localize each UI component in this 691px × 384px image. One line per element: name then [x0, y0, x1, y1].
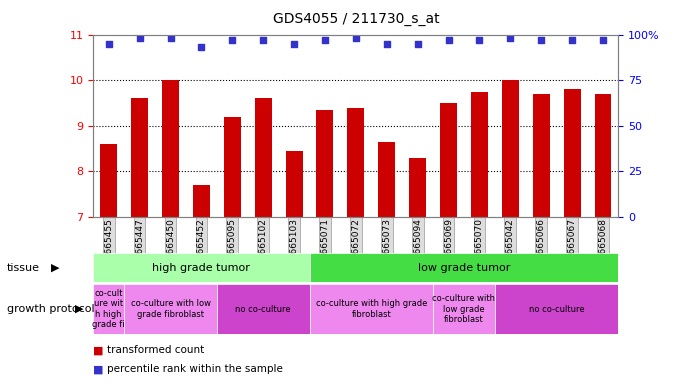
Bar: [224, 117, 240, 217]
Point: [443, 37, 454, 43]
Bar: [255, 98, 272, 217]
Bar: [495, 284, 618, 334]
Point: [165, 35, 176, 41]
Text: no co-culture: no co-culture: [529, 305, 585, 314]
Text: co-culture with
low grade
fibroblast: co-culture with low grade fibroblast: [433, 294, 495, 324]
Bar: [217, 284, 310, 334]
Text: ■: ■: [93, 345, 104, 355]
Point: [258, 37, 269, 43]
Bar: [124, 284, 217, 334]
Text: ■: ■: [93, 364, 104, 374]
Text: transformed count: transformed count: [107, 345, 205, 355]
Point: [505, 35, 516, 41]
Text: co-cult
ure wit
h high
grade fi: co-cult ure wit h high grade fi: [93, 289, 125, 329]
Bar: [93, 253, 310, 282]
Point: [474, 37, 485, 43]
Bar: [378, 142, 395, 217]
Bar: [93, 284, 124, 334]
Text: co-culture with high grade
fibroblast: co-culture with high grade fibroblast: [316, 300, 427, 319]
Point: [319, 37, 330, 43]
Point: [381, 41, 392, 47]
Bar: [433, 284, 495, 334]
Text: no co-culture: no co-culture: [236, 305, 291, 314]
Text: tissue: tissue: [7, 263, 40, 273]
Bar: [533, 94, 550, 217]
Point: [289, 41, 300, 47]
Bar: [348, 108, 364, 217]
Point: [196, 44, 207, 50]
Bar: [131, 98, 148, 217]
Point: [134, 35, 145, 41]
Point: [567, 37, 578, 43]
Bar: [471, 91, 488, 217]
Text: growth protocol: growth protocol: [7, 304, 95, 314]
Point: [412, 41, 423, 47]
Point: [103, 41, 114, 47]
Bar: [162, 80, 179, 217]
Bar: [310, 284, 433, 334]
Bar: [193, 185, 210, 217]
Text: GDS4055 / 211730_s_at: GDS4055 / 211730_s_at: [272, 12, 439, 25]
Text: percentile rank within the sample: percentile rank within the sample: [107, 364, 283, 374]
Text: ▶: ▶: [51, 263, 59, 273]
Bar: [594, 94, 612, 217]
Bar: [409, 158, 426, 217]
Bar: [316, 110, 334, 217]
Text: ▶: ▶: [75, 304, 84, 314]
Bar: [310, 253, 618, 282]
Bar: [440, 103, 457, 217]
Text: high grade tumor: high grade tumor: [153, 263, 250, 273]
Bar: [285, 151, 303, 217]
Point: [536, 37, 547, 43]
Point: [227, 37, 238, 43]
Text: low grade tumor: low grade tumor: [418, 263, 510, 273]
Point: [350, 35, 361, 41]
Bar: [564, 89, 580, 217]
Bar: [100, 144, 117, 217]
Bar: [502, 80, 519, 217]
Point: [598, 37, 609, 43]
Text: co-culture with low
grade fibroblast: co-culture with low grade fibroblast: [131, 300, 211, 319]
